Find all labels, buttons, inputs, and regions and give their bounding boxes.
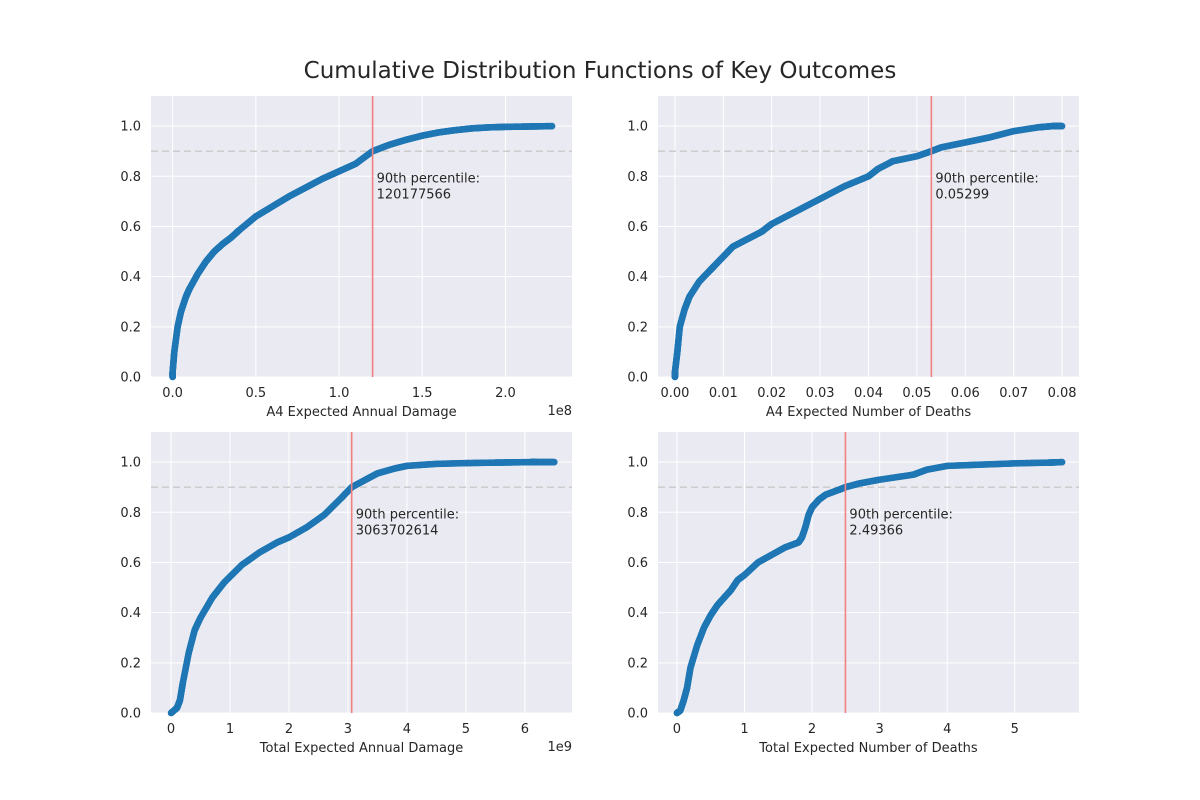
y-tick-label: 0.6 (120, 556, 141, 571)
annotation-line: 90th percentile: (935, 172, 1038, 187)
x-tick-label: 0 (167, 722, 175, 737)
y-tick-label: 1.0 (627, 120, 648, 135)
x-tick-label: 1 (226, 722, 234, 737)
y-tick-label: 0.2 (120, 656, 141, 671)
cdf-point (1058, 122, 1066, 130)
x-tick-label: 0.5 (245, 386, 266, 401)
x-scale-offset-label: 1e8 (547, 404, 572, 419)
x-axis-label: Total Expected Number of Deaths (758, 741, 978, 756)
y-tick-label: 0.6 (627, 556, 648, 571)
x-tick-label: 3 (876, 722, 884, 737)
y-tick-label: 0.8 (120, 506, 141, 521)
x-tick-label: 0.01 (709, 386, 738, 401)
plot-area (151, 96, 572, 377)
x-tick-label: 4 (403, 722, 411, 737)
percentile-annotation: 90th percentile: 3063702614 (356, 508, 459, 539)
figure-title: Cumulative Distribution Functions of Key… (303, 58, 897, 84)
x-tick-label: 0.08 (1048, 386, 1077, 401)
x-tick-label: 3 (344, 722, 352, 737)
x-scale-offset-label: 1e9 (547, 740, 572, 755)
x-tick-label: 1 (740, 722, 748, 737)
x-tick-label: 2.0 (495, 386, 516, 401)
annotation-line: 90th percentile: (377, 172, 480, 187)
x-tick-label: 0.03 (806, 386, 835, 401)
y-tick-label: 0.4 (120, 606, 141, 621)
y-tick-label: 0.2 (120, 320, 141, 335)
y-tick-label: 0.6 (627, 220, 648, 235)
x-tick-label: 6 (521, 722, 529, 737)
y-tick-label: 0.8 (120, 170, 141, 185)
annotation-line: 0.05299 (935, 188, 989, 203)
subplot-2: 0.00 0.01 0.02 0.03 0.04 0.05 0.06 0.07 0.08 0.0 0… (627, 96, 1079, 420)
x-tick-label: 0.0 (162, 386, 183, 401)
x-tick-label: 0.02 (757, 386, 786, 401)
y-tick-label: 1.0 (120, 456, 141, 471)
y-tick-label: 1.0 (120, 120, 141, 135)
subplot-4: 0 1 2 3 4 5 0.0 0.2 0.4 0.6 0.8 1.0 90th percentile:… (627, 432, 1079, 756)
y-tick-label: 0.8 (627, 170, 648, 185)
annotation-line: 90th percentile: (356, 508, 459, 523)
x-tick-label: 1.0 (329, 386, 350, 401)
y-tick-label: 0.4 (627, 606, 648, 621)
y-tick-label: 0.4 (120, 270, 141, 285)
subplot-3: 0 1 2 3 4 5 6 0.0 0.2 0.4 0.6 0.8 1.0 90th percentile… (120, 432, 572, 756)
y-tick-label: 0.8 (627, 506, 648, 521)
x-tick-label: 0.05 (902, 386, 931, 401)
annotation-line: 120177566 (377, 188, 451, 203)
x-tick-label: 4 (943, 722, 951, 737)
x-tick-label: 0.07 (999, 386, 1028, 401)
y-tick-label: 0.0 (627, 371, 648, 386)
x-tick-label: 5 (462, 722, 470, 737)
percentile-annotation: 90th percentile: 120177566 (377, 172, 480, 203)
y-tick-label: 0.0 (120, 371, 141, 386)
y-tick-label: 0.2 (627, 656, 648, 671)
annotation-line: 90th percentile: (849, 508, 952, 523)
plot-area (658, 432, 1079, 713)
cdf-point (548, 122, 556, 130)
annotation-line: 3063702614 (356, 524, 439, 539)
x-axis-label: A4 Expected Annual Damage (266, 405, 456, 420)
percentile-annotation: 90th percentile: 0.05299 (935, 172, 1038, 203)
annotation-line: 2.49366 (849, 524, 903, 539)
x-tick-label: 2 (808, 722, 816, 737)
plot-area (151, 432, 572, 713)
subplot-1: 0.0 0.5 1.0 1.5 2.0 0.0 0.2 0.4 0.6 0.8 1.0 90th pe… (120, 96, 572, 420)
x-tick-label: 2 (285, 722, 293, 737)
x-tick-label: 0.04 (854, 386, 883, 401)
y-tick-label: 0.0 (120, 707, 141, 722)
x-tick-label: 0 (673, 722, 681, 737)
y-tick-label: 1.0 (627, 456, 648, 471)
x-tick-label: 1.5 (412, 386, 433, 401)
percentile-annotation: 90th percentile: 2.49366 (849, 508, 952, 539)
x-axis-label: A4 Expected Number of Deaths (766, 405, 971, 420)
x-axis-label: Total Expected Annual Damage (259, 741, 463, 756)
x-tick-label: 0.06 (951, 386, 980, 401)
y-tick-label: 0.4 (627, 270, 648, 285)
cdf-point (551, 458, 558, 466)
y-tick-label: 0.0 (627, 707, 648, 722)
y-tick-label: 0.6 (120, 220, 141, 235)
x-tick-label: 5 (1011, 722, 1019, 737)
x-tick-label: 0.00 (660, 386, 689, 401)
cdf-point (1058, 458, 1066, 466)
y-tick-label: 0.2 (627, 320, 648, 335)
